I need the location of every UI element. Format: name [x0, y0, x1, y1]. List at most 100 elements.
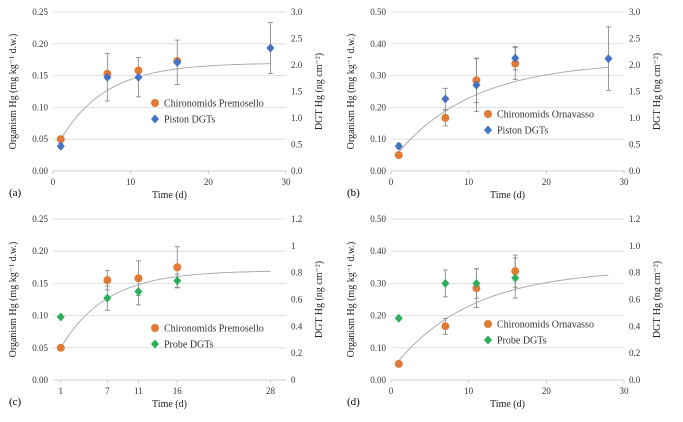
y-right-tick-label: 0.5	[629, 140, 641, 150]
legend-marker-circle	[484, 320, 492, 328]
data-point-circle	[103, 276, 112, 285]
x-tick-label: 0	[51, 177, 56, 187]
y-left-tick-label: 0.40	[370, 39, 386, 49]
chart-panel-3: 0.00 0.05 0.10 0.15 0.20 0.25 0 0.2 0.4 0.6 0.8 1 1.…	[8, 214, 325, 410]
y-left-tick-label: 0.20	[370, 102, 386, 112]
data-point-circle	[173, 263, 182, 272]
legend-marker-diamond	[151, 339, 159, 349]
y-left-tick-label: 0.00	[32, 166, 48, 176]
fit-curve	[398, 274, 609, 361]
y-left-tick-label: 0.00	[370, 166, 386, 176]
fit-curve	[398, 66, 609, 153]
data-point-diamond	[173, 276, 182, 286]
x-tick-label: 30	[620, 177, 630, 187]
y-right-tick-label: 0.2	[291, 348, 302, 358]
y-left-tick-label: 0.25	[32, 214, 48, 224]
y-right-tick-label: 3.0	[629, 7, 641, 17]
y-left-tick-label: 0.05	[32, 343, 48, 353]
legend-label: Probe DGTs	[164, 340, 214, 351]
y-left-axis-title: Organism Hg (mg kg⁻¹ d.w.)	[8, 242, 19, 358]
y-left-tick-label: 0.00	[32, 375, 48, 385]
data-point-diamond	[441, 278, 450, 288]
legend-label: Chironomids Ornavasso	[497, 110, 594, 121]
x-tick-label: 20	[542, 177, 552, 187]
legend-label: Piston DGTs	[164, 115, 215, 126]
y-right-tick-label: 0.6	[629, 295, 641, 305]
y-right-axis-title: DGT Hg (ng cm⁻²)	[652, 261, 663, 338]
y-right-tick-label: 0.5	[291, 140, 303, 150]
panel-label: (d)	[347, 396, 360, 408]
data-point-diamond	[134, 286, 143, 296]
data-point-circle	[134, 274, 143, 283]
y-left-tick-label: 0.10	[370, 343, 386, 353]
x-tick-label: 30	[282, 177, 292, 187]
data-point-diamond	[56, 141, 65, 151]
data-point-diamond	[511, 53, 520, 63]
x-axis-title: Time (d)	[490, 190, 525, 201]
y-right-tick-label: 1.2	[629, 214, 640, 224]
legend-label: Probe DGTs	[497, 336, 547, 347]
y-left-tick-label: 0.10	[32, 102, 48, 112]
data-point-diamond	[103, 293, 112, 303]
data-point-diamond	[441, 94, 450, 104]
data-point-diamond	[394, 313, 403, 323]
x-axis-title: Time (d)	[152, 399, 187, 410]
chart-panel-1: 0.00 0.05 0.10 0.15 0.20 0.25 0.0 0.5 1.0 1.5 2.0 2…	[8, 7, 325, 201]
y-right-tick-label: 2.5	[629, 34, 641, 44]
y-left-tick-label: 0.00	[370, 375, 386, 385]
legend-marker-diamond	[484, 335, 492, 345]
legend-marker-circle	[151, 99, 159, 107]
data-point-circle	[134, 66, 143, 75]
panel-label: (c)	[9, 396, 22, 408]
data-point-diamond	[266, 43, 275, 53]
data-point-diamond	[103, 72, 112, 82]
y-left-tick-label: 0.15	[32, 71, 48, 81]
x-tick-label: 10	[464, 177, 474, 187]
panel-label: (b)	[347, 187, 360, 199]
data-point-diamond	[173, 57, 182, 67]
y-left-tick-label: 0.15	[32, 278, 48, 288]
y-right-tick-label: 3.0	[291, 7, 303, 17]
y-right-tick-label: 0	[291, 375, 296, 385]
y-left-tick-label: 0.05	[32, 134, 48, 144]
x-tick-label: 10	[126, 177, 136, 187]
x-tick-label: 28	[266, 386, 276, 396]
chart-panel-4: 0.00 0.10 0.20 0.30 0.40 0.50 0.0 0.2 0.4 0.6 0.8 1…	[346, 214, 663, 410]
legend-marker-circle	[484, 110, 492, 118]
data-point-circle	[394, 359, 403, 368]
data-point-circle	[441, 322, 450, 331]
y-right-tick-label: 1.5	[629, 87, 641, 97]
y-left-tick-label: 0.50	[370, 7, 386, 17]
legend-label: Piston DGTs	[497, 126, 548, 137]
x-axis-title: Time (d)	[490, 399, 525, 410]
data-point-diamond	[134, 72, 143, 82]
fit-curve	[60, 270, 271, 349]
x-tick-label: 10	[464, 386, 474, 396]
legend-label: Chironomids Ornavasso	[497, 320, 594, 331]
data-point-diamond	[472, 278, 481, 288]
legend-label: Chironomids Premosello	[164, 324, 264, 335]
y-right-tick-label: 0.8	[629, 268, 641, 278]
y-right-tick-label: 2.5	[291, 34, 303, 44]
data-point-circle	[472, 76, 481, 85]
x-tick-label: 1	[59, 386, 64, 396]
y-right-axis-title: DGT Hg (ng cm⁻²)	[314, 53, 325, 130]
y-right-tick-label: 0.4	[291, 321, 303, 331]
y-right-tick-label: 0.6	[291, 295, 303, 305]
y-left-tick-label: 0.30	[370, 71, 386, 81]
y-left-axis-title: Organism Hg (mg kg⁻¹ d.w.)	[346, 242, 357, 358]
data-point-diamond	[511, 273, 520, 283]
data-point-circle	[511, 267, 520, 276]
legend-marker-diamond	[484, 125, 492, 135]
y-right-tick-label: 1.5	[291, 87, 303, 97]
y-right-tick-label: 2.0	[629, 60, 641, 70]
x-tick-label: 11	[134, 386, 143, 396]
y-right-tick-label: 2.0	[291, 60, 303, 70]
y-left-tick-label: 0.20	[370, 311, 386, 321]
y-right-tick-label: 0.8	[291, 268, 303, 278]
y-left-tick-label: 0.20	[32, 246, 48, 256]
y-right-axis-title: DGT Hg (ng cm⁻²)	[652, 53, 663, 130]
data-point-circle	[441, 113, 450, 122]
y-right-tick-label: 1.0	[629, 241, 641, 251]
y-right-tick-label: 0.2	[629, 348, 640, 358]
